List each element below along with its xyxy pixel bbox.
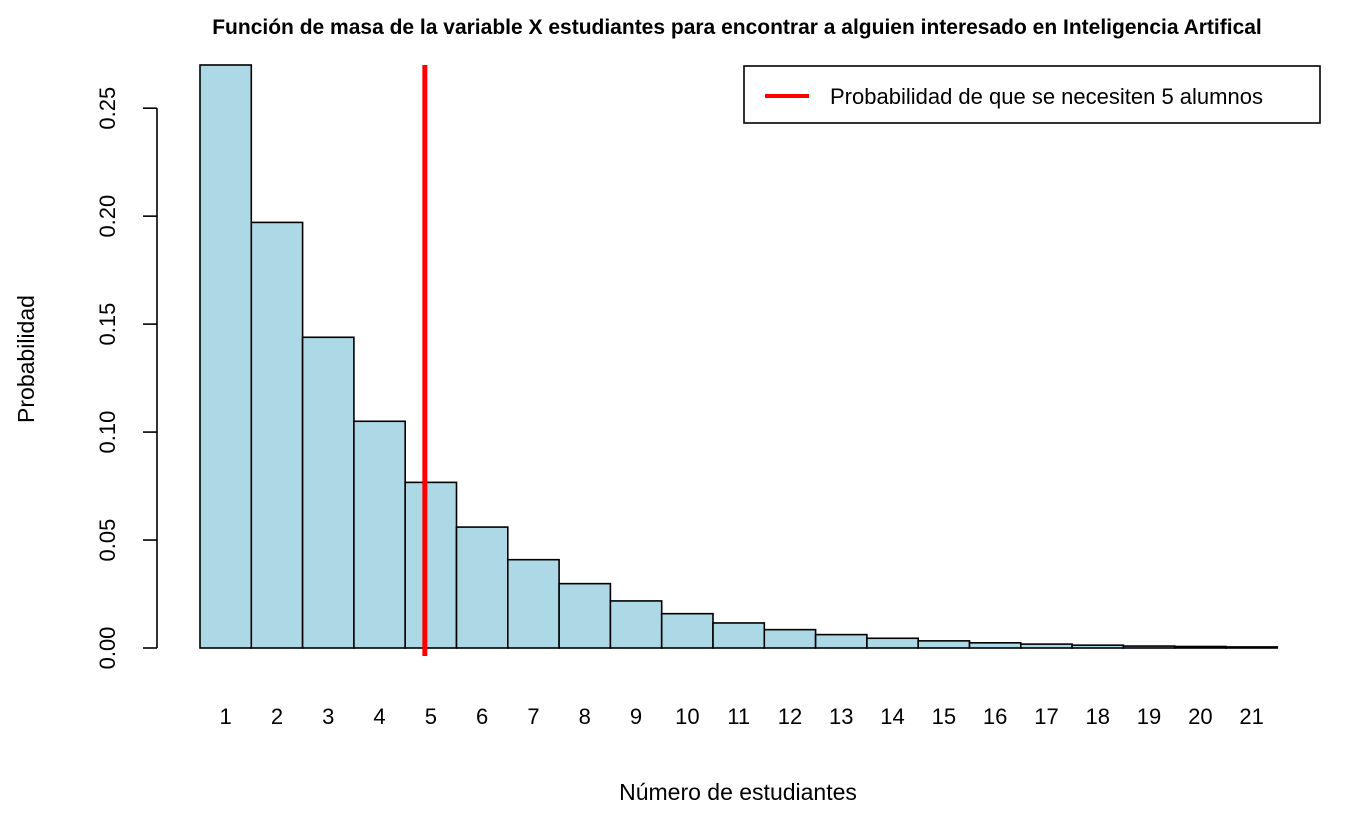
x-tick-label: 10 — [675, 704, 699, 729]
bar-4 — [353, 420, 406, 649]
x-tick-label: 3 — [322, 704, 334, 729]
y-axis: 0.00 0.05 0.10 0.15 0.20 0.25 — [95, 87, 158, 670]
bar-20 — [1173, 645, 1227, 649]
y-tick-label: 0.25 — [95, 87, 120, 130]
y-tick-label: 0.20 — [95, 195, 120, 238]
x-axis-tick-labels: 1 2 3 4 5 6 7 8 9 10 11 12 13 14 15 16 17 18 19 20 21 — [220, 704, 1264, 729]
x-tick-label: 17 — [1034, 704, 1058, 729]
x-tick-label: 5 — [425, 704, 437, 729]
bar-7 — [506, 558, 560, 649]
bars-group — [199, 64, 1279, 649]
x-tick-label: 19 — [1137, 704, 1161, 729]
bar-14 — [866, 637, 920, 649]
bar-2 — [250, 221, 304, 649]
bar-18 — [1071, 644, 1125, 649]
bar-21 — [1225, 646, 1279, 649]
bar-17 — [1019, 643, 1073, 649]
x-axis-label: Número de estudiantes — [619, 779, 857, 805]
y-tick-label: 0.10 — [95, 411, 120, 454]
x-tick-label: 11 — [727, 704, 750, 729]
bar-11 — [712, 622, 766, 649]
x-tick-label: 6 — [476, 704, 488, 729]
x-tick-label: 12 — [778, 704, 802, 729]
bar-1 — [199, 64, 253, 649]
y-tick-label: 0.05 — [95, 519, 120, 562]
x-tick-label: 7 — [527, 704, 539, 729]
bar-19 — [1122, 645, 1176, 649]
x-tick-label: 15 — [932, 704, 956, 729]
bar-12 — [763, 628, 817, 649]
x-tick-label: 18 — [1086, 704, 1110, 729]
x-tick-label: 13 — [829, 704, 853, 729]
x-tick-label: 2 — [271, 704, 283, 729]
bar-15 — [917, 640, 971, 649]
x-tick-label: 1 — [220, 704, 232, 729]
bar-16 — [968, 642, 1022, 649]
x-tick-label: 8 — [579, 704, 591, 729]
y-tick-label: 0.15 — [95, 303, 120, 346]
x-tick-label: 14 — [880, 704, 904, 729]
legend: Probabilidad de que se necesiten 5 alumn… — [743, 65, 1321, 124]
bar-3 — [301, 336, 355, 649]
x-tick-label: 4 — [373, 704, 385, 729]
y-axis-label: Probabilidad — [13, 295, 39, 423]
bar-10 — [660, 612, 714, 649]
x-tick-label: 9 — [630, 704, 642, 729]
bar-13 — [814, 633, 868, 649]
chart-title: Función de masa de la variable X estudia… — [212, 16, 1262, 39]
x-tick-label: 20 — [1188, 704, 1212, 729]
bar-6 — [455, 526, 509, 649]
x-tick-label: 21 — [1239, 704, 1263, 729]
y-tick-label: 0.00 — [95, 627, 120, 670]
bar-9 — [609, 600, 663, 649]
bar-5 — [404, 481, 458, 649]
legend-box — [743, 65, 1321, 124]
bar-8 — [558, 582, 612, 649]
legend-label: Probabilidad de que se necesiten 5 alumn… — [830, 84, 1263, 109]
x-tick-label: 16 — [983, 704, 1007, 729]
